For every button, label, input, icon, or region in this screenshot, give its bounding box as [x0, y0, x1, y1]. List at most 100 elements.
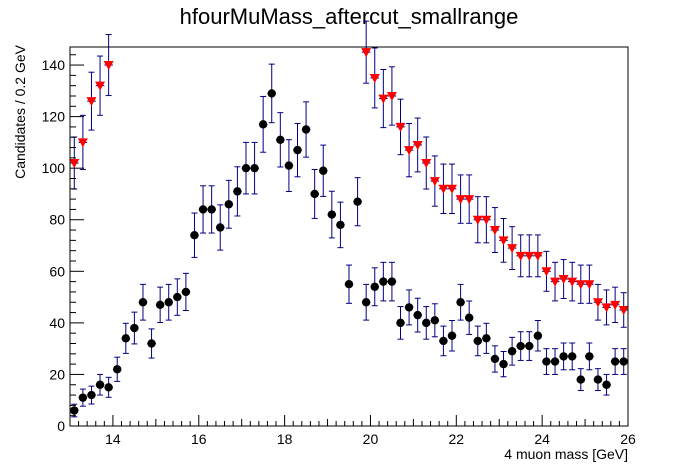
x-axis-label: 4 muon mass [GeV]: [504, 446, 628, 462]
data-point: [456, 298, 465, 307]
data-point: [559, 352, 568, 361]
data-point: [447, 331, 457, 340]
data-point: [284, 161, 294, 170]
data-point: [190, 231, 199, 240]
data-point: [464, 313, 474, 322]
data-point: [267, 89, 276, 98]
data-point: [379, 277, 388, 286]
data-point: [421, 159, 432, 169]
data-point: [95, 380, 105, 389]
data-point: [121, 334, 130, 343]
data-point: [87, 390, 96, 400]
data-point: [147, 339, 156, 348]
data-point: [369, 73, 380, 83]
data-point: [507, 244, 518, 254]
data-point: [575, 280, 586, 290]
data-point: [250, 163, 259, 173]
data-point: [336, 220, 345, 230]
data-point: [138, 298, 148, 307]
y-tick-label: 20: [49, 366, 65, 382]
data-point: [70, 406, 79, 415]
y-tick-label: 140: [42, 57, 66, 73]
data-point: [567, 277, 578, 287]
data-point: [473, 336, 482, 346]
data-point: [233, 187, 242, 196]
plot-frame: [69, 46, 629, 427]
data-point: [310, 189, 319, 199]
data-point: [568, 352, 577, 361]
data-point: [319, 166, 328, 175]
data-point: [361, 298, 371, 307]
y-tick-label: 40: [49, 315, 65, 331]
data-point: [618, 305, 629, 315]
data-point: [558, 275, 569, 285]
data-point: [344, 279, 354, 289]
data-point: [69, 159, 80, 169]
data-point: [438, 184, 449, 194]
data-point: [404, 146, 415, 156]
data-point: [412, 140, 423, 150]
data-point: [301, 125, 311, 134]
data-point: [499, 359, 508, 369]
data-point: [482, 334, 491, 343]
data-point: [370, 282, 379, 291]
data-point: [276, 135, 285, 145]
series-layer: [69, 20, 629, 418]
y-tick-label: 120: [42, 109, 66, 125]
data-point: [592, 298, 603, 308]
data-point: [576, 375, 585, 384]
y-tick-label: 100: [42, 160, 66, 176]
data-point: [610, 300, 621, 310]
data-point: [550, 277, 561, 287]
data-point: [241, 163, 251, 173]
data-point: [224, 200, 234, 209]
data-point: [481, 215, 492, 225]
data-point: [550, 357, 560, 366]
data-point: [386, 91, 397, 101]
data-point: [498, 236, 509, 246]
data-point: [422, 318, 431, 328]
data-point: [447, 184, 458, 194]
data-point: [104, 383, 113, 392]
data-point: [619, 357, 628, 366]
x-tick-label: 16: [191, 431, 207, 447]
data-point: [95, 81, 106, 91]
data-point: [429, 177, 440, 187]
data-point: [439, 336, 448, 346]
x-tick-label: 18: [277, 431, 293, 447]
data-point: [455, 195, 466, 205]
data-point: [584, 280, 595, 290]
data-point: [515, 251, 526, 261]
data-point: [404, 303, 414, 312]
y-tick-label: 0: [57, 418, 65, 434]
data-point: [516, 341, 525, 351]
data-point: [585, 352, 594, 361]
x-tick-label: 22: [449, 431, 465, 447]
data-point: [601, 303, 612, 313]
x-axis: 14 16 18 20 22 24 26: [69, 415, 636, 447]
data-point: [164, 298, 173, 307]
data-point: [103, 61, 114, 71]
x-tick-label: 14: [105, 431, 121, 447]
data-point: [489, 226, 500, 236]
data-point: [207, 205, 216, 214]
data-point: [532, 251, 543, 261]
series-1: [70, 63, 628, 418]
data-point: [396, 318, 405, 328]
data-point: [361, 48, 372, 58]
data-point: [77, 138, 88, 148]
data-point: [113, 365, 122, 374]
data-point: [353, 197, 362, 206]
data-point: [327, 210, 337, 219]
data-point: [464, 195, 475, 205]
y-axis: 0 20 40 60 80 100 120 140: [42, 54, 84, 434]
series-2: [69, 20, 629, 328]
y-tick-label: 60: [49, 263, 65, 279]
data-point: [395, 122, 406, 132]
data-point: [593, 375, 603, 384]
y-axis-label: Candidates / 0.2 GeV: [12, 44, 28, 179]
data-point: [524, 251, 535, 261]
data-point: [216, 223, 225, 232]
data-point: [507, 347, 517, 356]
